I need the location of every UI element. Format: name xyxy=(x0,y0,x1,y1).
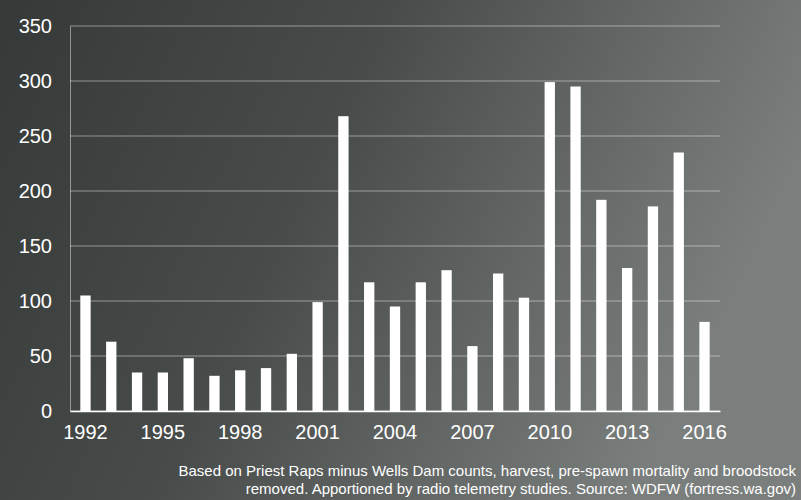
bar xyxy=(648,206,658,411)
background xyxy=(0,0,801,500)
bar xyxy=(699,322,709,411)
y-tick-label: 300 xyxy=(19,70,52,92)
bar xyxy=(519,298,529,411)
y-tick: 300 xyxy=(19,70,70,92)
x-axis-line xyxy=(71,411,721,413)
y-tick-label: 350 xyxy=(19,15,52,37)
grid xyxy=(70,26,720,411)
x-axis: 1992 1995 1998 2001 2004 2007 2010 2013 2016 xyxy=(63,411,727,443)
bar xyxy=(80,296,90,412)
bar xyxy=(364,282,374,411)
bar xyxy=(493,274,503,412)
chart: 0 50 100 150 200 250 300 350 1992 1995 1998 2001 200… xyxy=(0,0,801,500)
bar xyxy=(106,342,116,411)
x-tick-label: 1998 xyxy=(218,421,263,443)
y-tick-label: 100 xyxy=(19,290,52,312)
bar xyxy=(158,373,168,412)
bar xyxy=(570,87,580,412)
bar xyxy=(545,82,555,411)
bar xyxy=(674,153,684,412)
x-tick-label: 2013 xyxy=(605,421,650,443)
x-tick: 1992 xyxy=(63,411,108,443)
bar xyxy=(287,354,297,411)
grid-line xyxy=(70,191,720,192)
bar xyxy=(183,358,193,411)
x-tick-label: 2004 xyxy=(373,421,418,443)
footnote-line: removed. Apportioned by radio telemetry … xyxy=(246,480,796,497)
grid-line xyxy=(70,81,720,82)
x-tick-label: 2016 xyxy=(682,421,727,443)
footnote: Based on Priest Raps minus Wells Dam cou… xyxy=(179,462,797,497)
bar xyxy=(209,376,219,411)
y-tick-label: 150 xyxy=(19,235,52,257)
bar xyxy=(416,282,426,411)
y-tick: 0 xyxy=(41,400,70,422)
x-tick-label: 2010 xyxy=(528,421,573,443)
y-tick: 250 xyxy=(19,125,70,147)
y-tick: 200 xyxy=(19,180,70,202)
bar xyxy=(622,268,632,411)
grid-line xyxy=(70,26,720,27)
x-tick: 2016 xyxy=(682,411,727,443)
y-tick-label: 50 xyxy=(30,345,52,367)
grid-line xyxy=(70,246,720,247)
x-tick: 2004 xyxy=(373,411,418,443)
x-tick: 1998 xyxy=(218,411,263,443)
x-tick-label: 2001 xyxy=(295,421,340,443)
y-tick: 350 xyxy=(19,15,70,37)
bar xyxy=(312,302,322,411)
bar xyxy=(596,200,606,411)
x-tick: 1995 xyxy=(141,411,186,443)
y-tick-label: 200 xyxy=(19,180,52,202)
grid-line xyxy=(70,136,720,137)
x-tick: 2007 xyxy=(450,411,495,443)
x-tick-label: 1995 xyxy=(141,421,186,443)
bar xyxy=(235,370,245,411)
y-tick: 100 xyxy=(19,290,70,312)
y-tick: 150 xyxy=(19,235,70,257)
bars xyxy=(80,82,709,411)
x-tick: 2013 xyxy=(605,411,650,443)
bar xyxy=(441,270,451,411)
y-axis: 0 50 100 150 200 250 300 350 xyxy=(19,15,71,422)
y-axis-line xyxy=(70,27,71,412)
x-tick: 2001 xyxy=(295,411,340,443)
x-tick-label: 2007 xyxy=(450,421,495,443)
bar xyxy=(467,346,477,411)
bar xyxy=(132,373,142,412)
bar xyxy=(261,368,271,411)
bar xyxy=(338,116,348,411)
y-tick-label: 250 xyxy=(19,125,52,147)
x-tick-label: 1992 xyxy=(63,421,108,443)
footnote-line: Based on Priest Raps minus Wells Dam cou… xyxy=(179,462,797,479)
y-tick-label: 0 xyxy=(41,400,52,422)
x-tick: 2010 xyxy=(528,411,573,443)
y-tick: 50 xyxy=(30,345,70,367)
bar xyxy=(390,307,400,412)
